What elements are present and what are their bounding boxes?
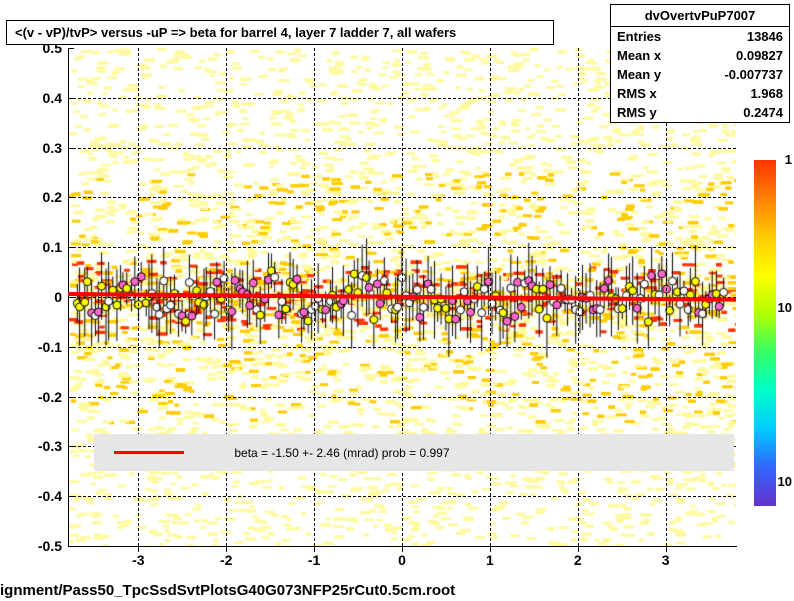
stats-row: RMS y 0.2474: [611, 103, 789, 122]
stats-row: Entries 13846: [611, 27, 789, 46]
stats-label: Mean x: [617, 48, 661, 63]
legend-line-sample: [114, 451, 184, 454]
y-tick-label: 0.3: [12, 140, 62, 156]
stats-name: dvOvertvPuP7007: [611, 5, 789, 27]
legend-text: beta = -1.50 +- 2.46 (mrad) prob = 0.997: [234, 446, 449, 460]
y-tick-label: -0.4: [12, 488, 62, 504]
x-tick-label: 3: [662, 552, 670, 568]
stats-row: RMS x 1.968: [611, 84, 789, 103]
colorbar-tick-label: 1: [785, 152, 792, 167]
stats-box: dvOvertvPuP7007 Entries 13846 Mean x 0.0982…: [610, 4, 790, 123]
stats-value: 0.2474: [743, 105, 783, 120]
stats-row: Mean y -0.007737: [611, 65, 789, 84]
chart-title-box: <(v - vP)/tvP> versus -uP => beta for ba…: [6, 20, 554, 45]
x-tick-label: -2: [220, 552, 232, 568]
y-tick-label: 0: [12, 289, 62, 305]
colorbar-tick-label: 10: [778, 300, 792, 315]
y-tick-label: 0.4: [12, 90, 62, 106]
y-tick-label: 0.1: [12, 239, 62, 255]
x-tick-label: -1: [308, 552, 320, 568]
x-tick-label: -3: [132, 552, 144, 568]
colorbar-tick-label: 10: [778, 474, 792, 489]
stats-label: Entries: [617, 29, 661, 44]
stats-value: 1.968: [750, 86, 783, 101]
y-tick-label: -0.2: [12, 389, 62, 405]
y-tick-label: -0.1: [12, 339, 62, 355]
x-tick-label: 1: [486, 552, 494, 568]
y-tick-label: -0.5: [12, 538, 62, 554]
legend-box: beta = -1.50 +- 2.46 (mrad) prob = 0.997: [94, 434, 734, 471]
stats-value: 13846: [747, 29, 783, 44]
colorbar: [754, 160, 776, 506]
x-tick-label: 2: [574, 552, 582, 568]
stats-value: 0.09827: [736, 48, 783, 63]
stats-label: RMS x: [617, 86, 657, 101]
y-tick-label: 0.2: [12, 189, 62, 205]
stats-label: RMS y: [617, 105, 657, 120]
chart-title: <(v - vP)/tvP> versus -uP => beta for ba…: [15, 25, 456, 40]
x-tick-label: 0: [398, 552, 406, 568]
stats-row: Mean x 0.09827: [611, 46, 789, 65]
file-path-footer: ignment/Pass50_TpcSsdSvtPlotsG40G073NFP2…: [0, 582, 455, 599]
stats-label: Mean y: [617, 67, 661, 82]
y-tick-label: -0.3: [12, 438, 62, 454]
stats-value: -0.007737: [724, 67, 783, 82]
